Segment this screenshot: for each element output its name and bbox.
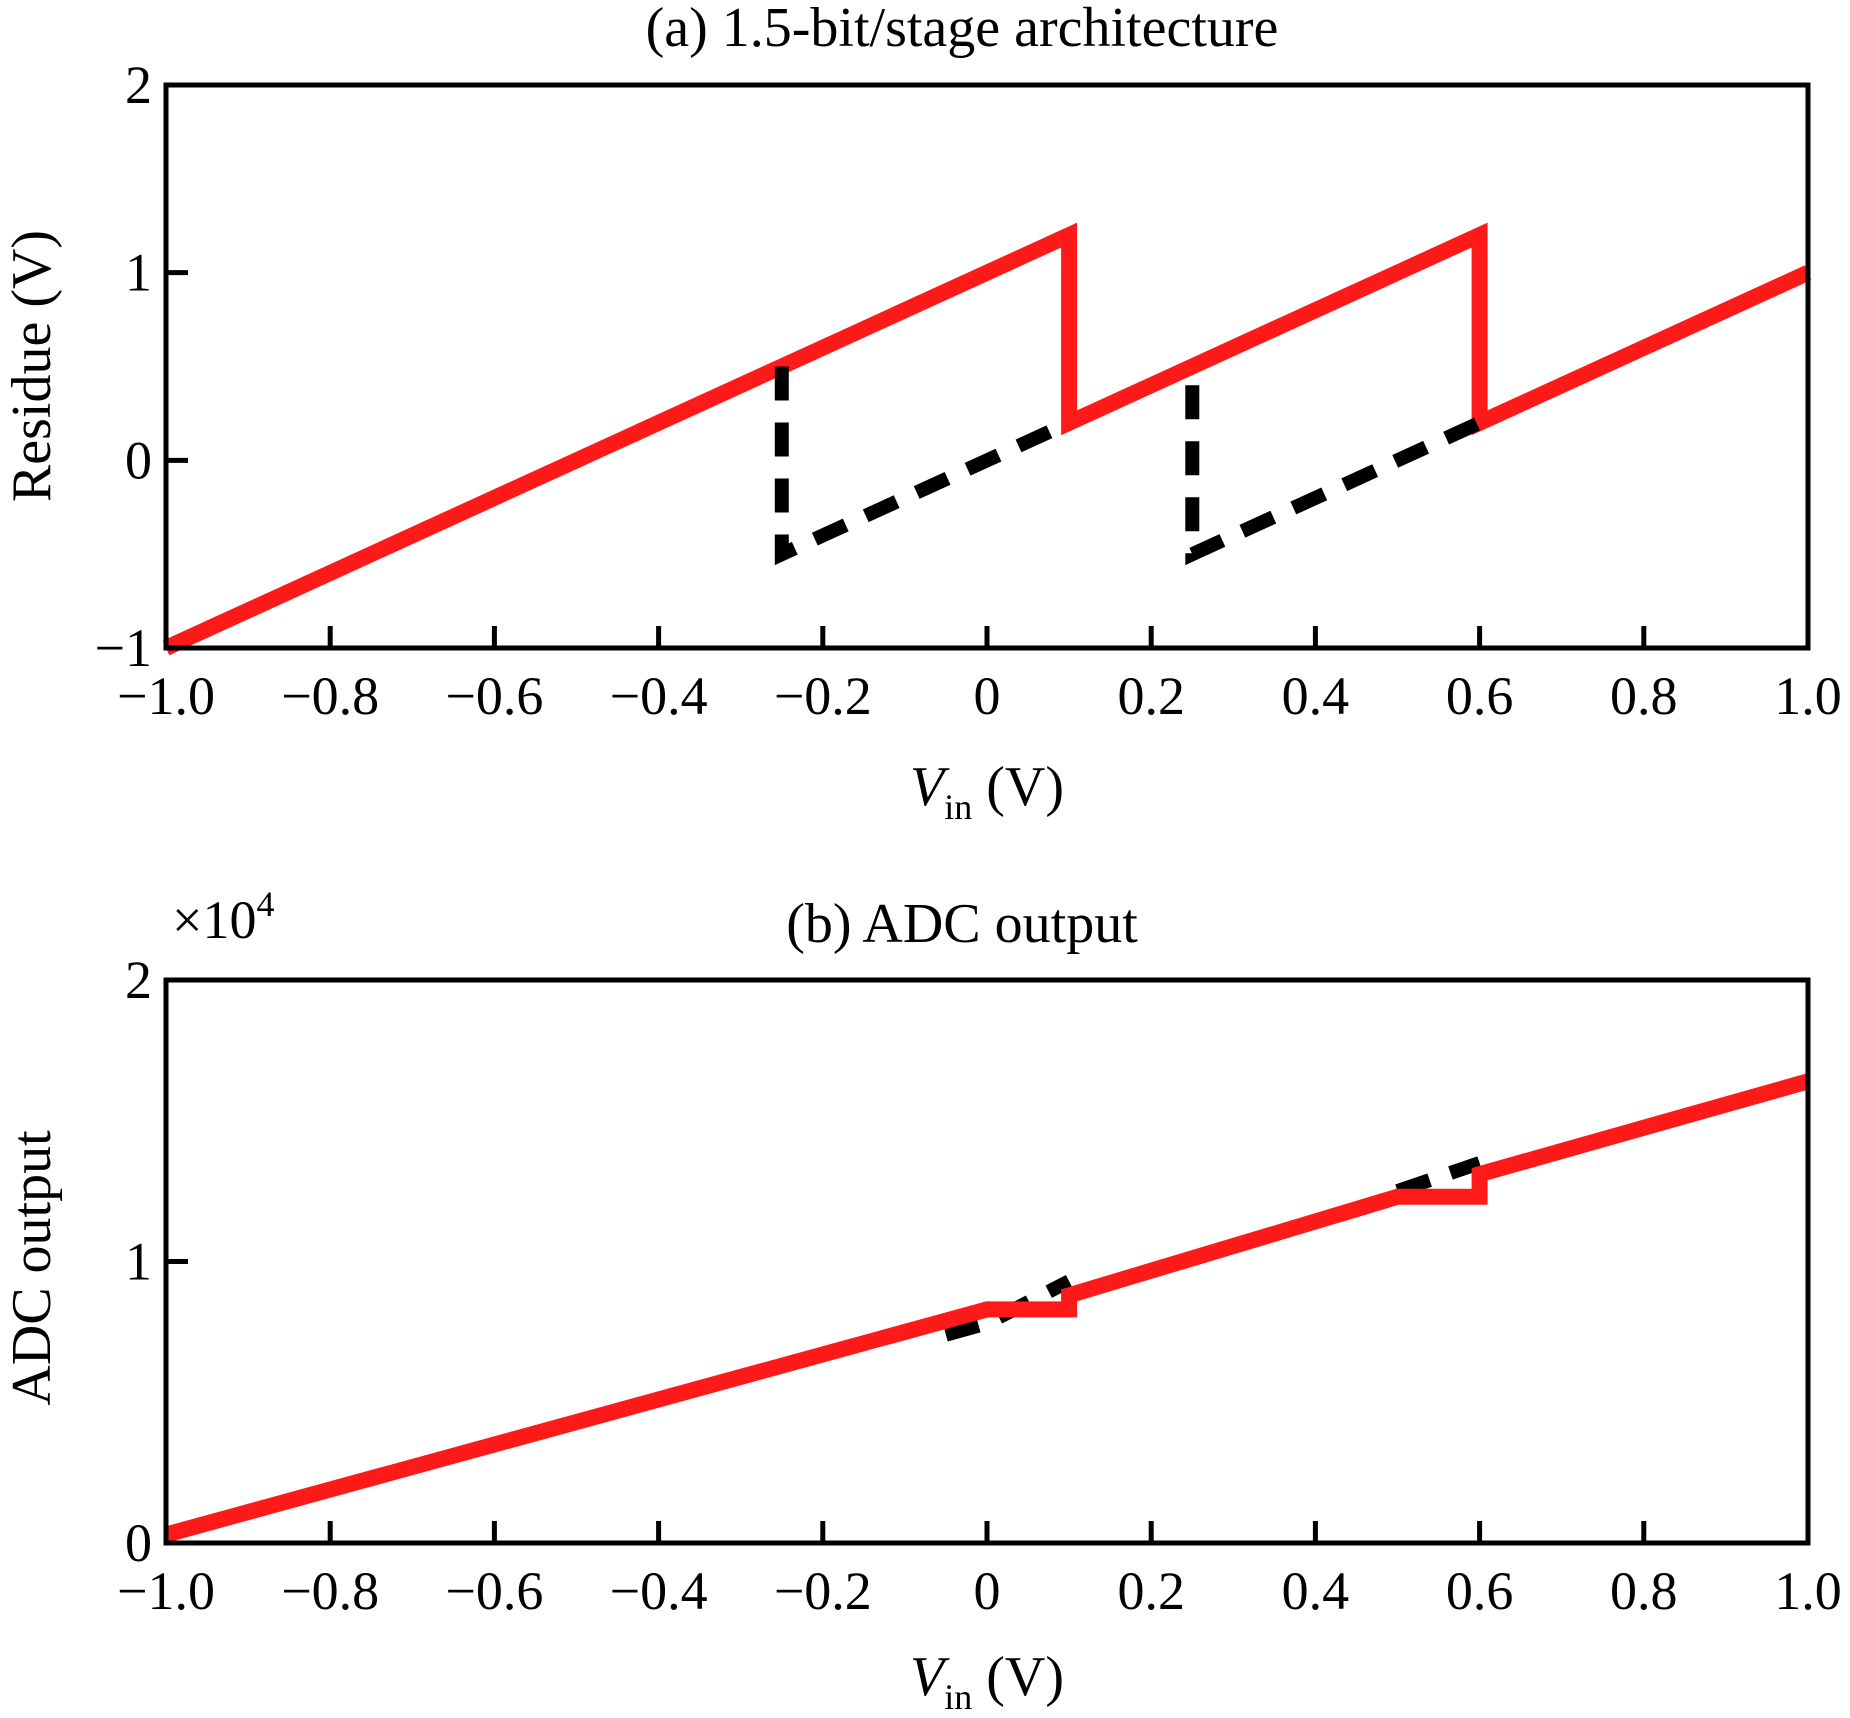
- panel-b-x-tick-label: −0.2: [774, 1561, 872, 1621]
- panel-b-multiplier-base: ×10: [172, 890, 256, 950]
- panel-a-y-tick-label: −1: [95, 618, 152, 678]
- panel-a-ylabel: Residue (V): [1, 230, 63, 502]
- panel-b-x-tick-label: −0.6: [445, 1561, 543, 1621]
- panel-b-series-layer: [163, 1073, 1811, 1543]
- panel-b-xlabel-sub: in: [944, 1677, 972, 1717]
- panel-a-x-tick-label: 0.4: [1282, 666, 1350, 726]
- panel-b-xlabel-unit: (V): [972, 1646, 1064, 1708]
- panel-a-y-tick-label: 1: [125, 243, 152, 303]
- panel-a-xlabel-unit: (V): [972, 756, 1064, 818]
- panel-b-multiplier-exp: 4: [256, 884, 274, 924]
- panel-b-x-tick-label: 0.6: [1446, 1561, 1514, 1621]
- panel-b-x-tick-label: 0.4: [1282, 1561, 1350, 1621]
- panel-b-x-tick-label: −0.8: [281, 1561, 379, 1621]
- panel-b-multiplier: ×104: [172, 884, 274, 950]
- panel-a-x-tick-label: −0.4: [610, 666, 708, 726]
- panel-a-series-layer: [162, 222, 1812, 656]
- panel-b-x-tick-label: 0.8: [1610, 1561, 1678, 1621]
- panel-a-x-tick-label: −0.6: [445, 666, 543, 726]
- panel-b-x-tick-label: −0.4: [610, 1561, 708, 1621]
- panel-b-xlabel-main: V: [910, 1646, 950, 1708]
- panel-a-ticks: −1.0 −0.8 −0.6 −0.4 −0.2 0 0.2 0.4 0.6 0.8 1.0 −1 0 1…: [95, 55, 1842, 726]
- panel-b-xlabel: Vin (V): [910, 1646, 1064, 1717]
- panel-b-x-tick-label: 0.2: [1117, 1561, 1185, 1621]
- panel-a-x-tick-label: 0.8: [1610, 666, 1678, 726]
- panel-b-y-tick-label: 0: [125, 1513, 152, 1573]
- panel-a-x-tick-label: −0.2: [774, 666, 872, 726]
- panel-a-y-tick-label: 0: [125, 430, 152, 490]
- panel-a-x-tick-label: 0.6: [1446, 666, 1514, 726]
- panel-a-series-solid-line: [162, 222, 1812, 656]
- panel-a-xlabel-sub: in: [944, 787, 972, 827]
- panel-a-xlabel: Vin (V): [910, 756, 1064, 827]
- panel-a-x-tick-label: 0.2: [1117, 666, 1185, 726]
- panel-b-series-solid-line: [163, 1073, 1811, 1543]
- panel-b-plot-frame: [163, 977, 1811, 1546]
- panel-b-ylabel: ADC output: [1, 1130, 63, 1406]
- panel-a-plot-frame: [163, 82, 1811, 651]
- panel-a-title: (a) 1.5-bit/stage architecture: [646, 0, 1279, 59]
- panel-b-y-tick-label: 1: [125, 1232, 152, 1292]
- panel-a-x-tick-label: −0.8: [281, 666, 379, 726]
- panel-b: (b) ADC output ×104 −1.0 −0.8 −0.6 −0.4 −0.2…: [1, 884, 1842, 1717]
- panel-a-x-tick-label: 0: [974, 666, 1001, 726]
- panel-b-series-dashed-line: [1395, 1156, 1482, 1198]
- panel-b-x-tick-label: 1.0: [1774, 1561, 1842, 1621]
- panel-b-ticks: −1.0 −0.8 −0.6 −0.4 −0.2 0 0.2 0.4 0.6 0.8 1.0 0 1 2: [117, 950, 1842, 1621]
- panel-a-x-tick-label: −1.0: [117, 666, 215, 726]
- panel-a-y-tick-label: 2: [125, 55, 152, 115]
- panel-a-x-tick-label: 1.0: [1774, 666, 1842, 726]
- panel-b-x-tick-label: −1.0: [117, 1561, 215, 1621]
- panel-a-xlabel-main: V: [910, 756, 950, 818]
- panel-a: (a) 1.5-bit/stage architecture −1.0 −0.8−…: [1, 0, 1842, 827]
- panel-b-series-dashed-line: [944, 1274, 1073, 1342]
- panel-b-y-tick-label: 2: [125, 950, 152, 1010]
- panel-a-series-dashed-line: [774, 366, 1073, 566]
- panel-b-title: (b) ADC output: [786, 893, 1138, 955]
- panel-a-series-dashed-line: [1185, 385, 1483, 566]
- panel-b-x-tick-label: 0: [974, 1561, 1001, 1621]
